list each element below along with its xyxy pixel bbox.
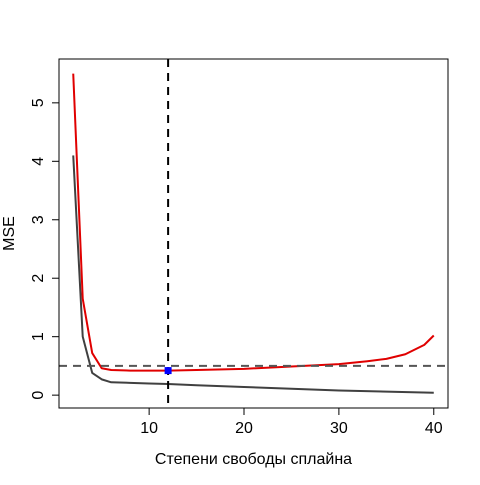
y-tick-label: 3 [30, 215, 47, 224]
plot-frame [58, 58, 449, 409]
x-tick-label: 20 [235, 420, 253, 437]
y-axis: 0 1 2 3 4 5 [30, 98, 60, 400]
series-line-1 [72, 155, 434, 394]
y-tick-label: 2 [30, 274, 47, 283]
y-tick-label: 0 [30, 391, 47, 400]
x-axis-label: Степени свободы сплайна [155, 451, 352, 468]
x-tick-label: 10 [140, 420, 158, 437]
lines-layer [72, 73, 435, 394]
x-tick-label: 40 [425, 420, 443, 437]
series-line-2 [72, 73, 435, 372]
optimum-marker [164, 367, 172, 375]
y-axis-label: MSE [1, 216, 18, 251]
x-tick-label: 30 [330, 420, 348, 437]
y-tick-label: 5 [30, 98, 47, 107]
y-tick-label: 4 [30, 157, 47, 166]
y-tick-label: 1 [30, 332, 47, 341]
reference-lines-layer [59, 59, 448, 408]
x-axis: 10 20 30 40 [140, 407, 443, 437]
marker-layer [164, 367, 172, 375]
